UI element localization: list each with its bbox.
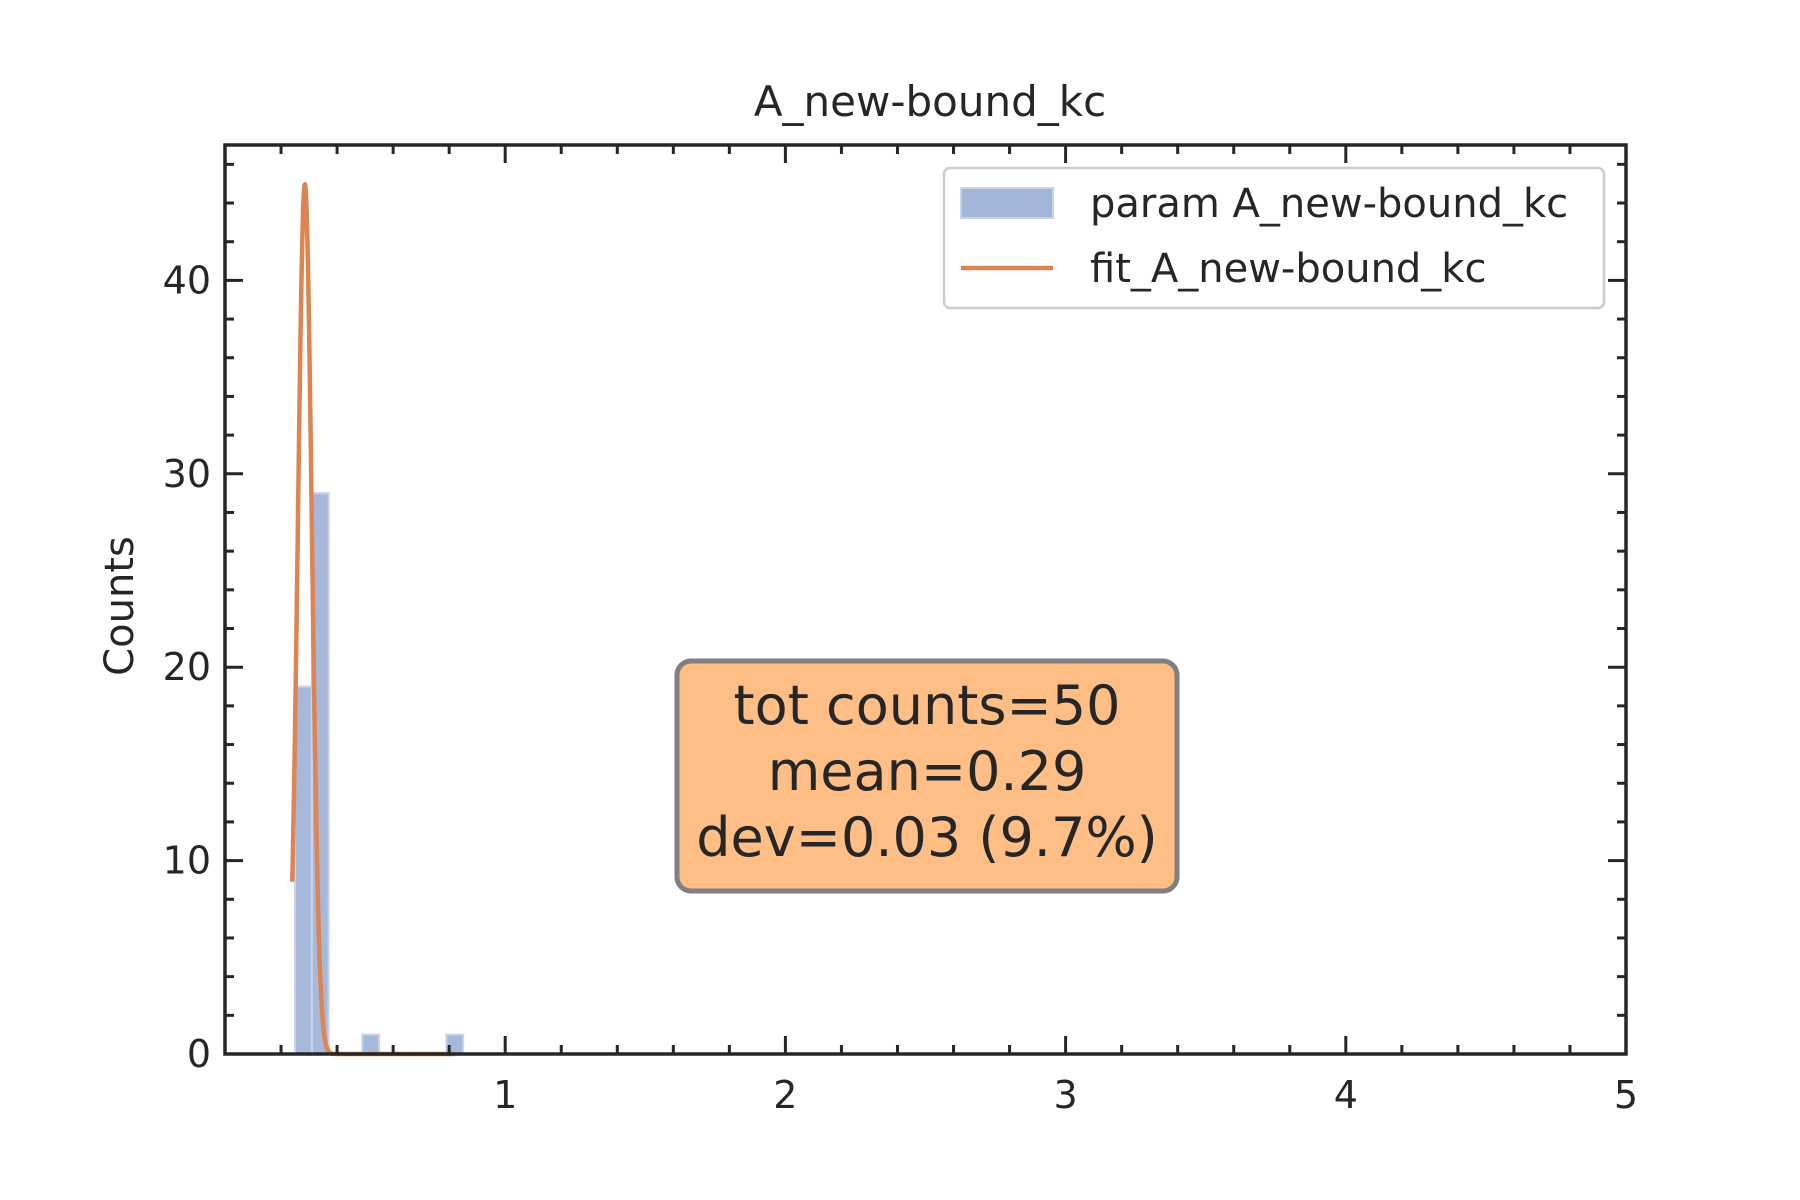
x-tick-label: 2 [773,1073,797,1117]
y-tick-label: 10 [163,839,211,883]
x-tick-label: 1 [493,1073,517,1117]
histogram-bar-0 [294,685,313,1055]
y-tick-label: 0 [187,1032,211,1076]
y-axis-label: Counts [97,536,143,676]
legend-swatch-histogram [960,187,1054,219]
y-tick-label: 30 [163,452,211,496]
stats-box: tot counts=50 mean=0.29 dev=0.03 (9.7%) [674,658,1180,894]
x-tick-label: 5 [1614,1073,1638,1117]
legend-frame [942,166,1606,310]
legend: param A_new-bound_kc fit_A_new-bound_kc [942,166,1606,310]
y-tick-label: 20 [163,645,211,689]
stats-box-frame [674,658,1180,894]
plot-frame [223,143,1628,1056]
chart-title: A_new-bound_kc [754,77,1106,126]
axis-ticks: 1 2 3 4 5 0 10 20 30 40 [163,145,1638,1117]
x-tick-label: 4 [1334,1073,1358,1117]
legend-label-fit: fit_A_new-bound_kc [1090,246,1486,292]
stats-total-counts: tot counts=50 [734,674,1121,737]
plot-area [223,143,1628,1057]
legend-label-histogram: param A_new-bound_kc [1090,181,1568,227]
x-tick-label: 3 [1054,1073,1078,1117]
y-tick-label: 40 [163,258,211,302]
histogram-bar-4 [361,1033,381,1055]
stats-mean: mean=0.29 [768,740,1087,803]
stats-deviation: dev=0.03 (9.7%) [696,806,1157,869]
